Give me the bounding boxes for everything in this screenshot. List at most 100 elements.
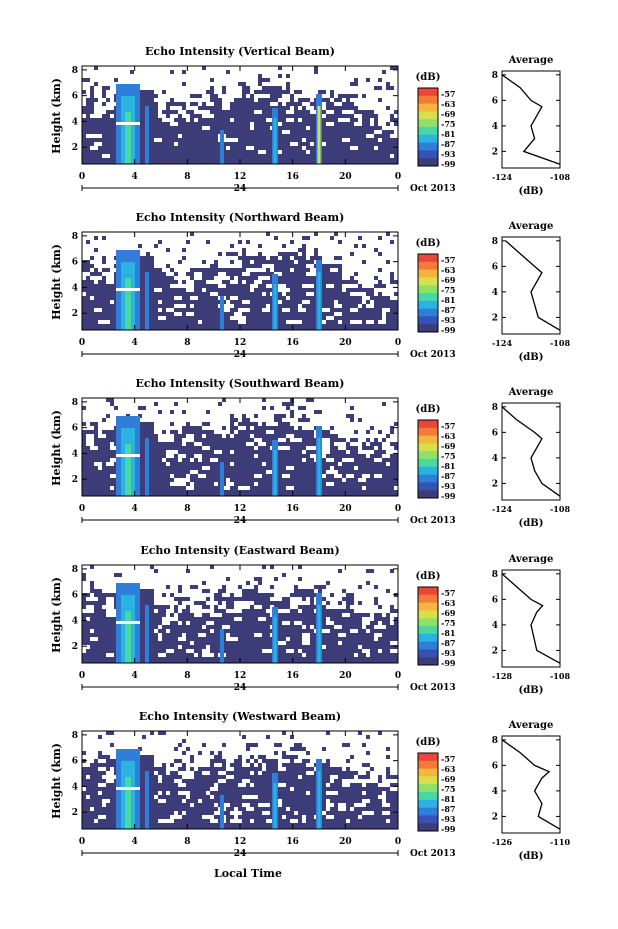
clear-air-cell bbox=[362, 402, 370, 406]
clear-air-cell bbox=[354, 653, 358, 657]
clear-air-cell bbox=[230, 755, 238, 759]
colorbar-frame bbox=[417, 419, 439, 499]
clear-air-cell bbox=[198, 605, 202, 609]
clear-air-cell bbox=[314, 418, 322, 422]
clear-air-cell bbox=[170, 815, 174, 819]
clear-air-cell bbox=[294, 402, 298, 406]
profile-line bbox=[501, 74, 561, 165]
clear-air-cell bbox=[170, 743, 178, 747]
clear-air-cell bbox=[254, 248, 258, 252]
clear-air-cell bbox=[198, 86, 202, 90]
clear-air-cell bbox=[246, 232, 250, 236]
month-label: Oct 2013 bbox=[410, 683, 456, 693]
clear-air-cell bbox=[174, 422, 182, 426]
clear-air-cell bbox=[326, 232, 330, 236]
clear-air-cell bbox=[90, 751, 94, 755]
clear-air-cell bbox=[358, 256, 362, 260]
clear-air-cell bbox=[158, 819, 166, 823]
clear-air-cell bbox=[102, 735, 106, 739]
clear-air-cell bbox=[394, 434, 398, 438]
clear-air-cell bbox=[170, 284, 174, 288]
clear-air-cell bbox=[186, 288, 194, 292]
clear-air-cell bbox=[142, 739, 146, 743]
colorbar-tick-label: -69 bbox=[441, 109, 456, 119]
clear-air-cell bbox=[326, 252, 330, 256]
clear-air-cell bbox=[306, 791, 310, 795]
clear-air-cell bbox=[338, 66, 342, 70]
clear-air-cell bbox=[346, 434, 350, 438]
clear-air-cell bbox=[202, 94, 210, 98]
clear-air-cell bbox=[286, 78, 290, 82]
colorbar-swatch bbox=[418, 269, 438, 278]
profile-y-tick-label: 8 bbox=[492, 736, 498, 746]
clear-air-cell bbox=[262, 577, 266, 581]
clear-air-cell bbox=[170, 66, 174, 70]
clear-air-cell bbox=[362, 98, 366, 102]
clear-air-cell bbox=[106, 779, 114, 783]
clear-air-cell bbox=[154, 98, 158, 102]
colorbar-tick-label: -63 bbox=[441, 99, 456, 109]
echo-plume bbox=[220, 795, 224, 829]
x-tick-label: 4 bbox=[132, 338, 138, 348]
clear-air-cell bbox=[110, 446, 118, 450]
clear-air-cell bbox=[270, 268, 274, 272]
clear-air-cell bbox=[254, 763, 258, 767]
clear-air-cell bbox=[370, 74, 374, 78]
clear-air-cell bbox=[170, 118, 174, 122]
clear-air-cell bbox=[338, 743, 342, 747]
clear-air-cell bbox=[194, 276, 202, 280]
clear-air-cell bbox=[194, 398, 198, 402]
clear-air-cell bbox=[250, 398, 254, 402]
colorbar-unit: (dB) bbox=[416, 72, 441, 83]
clear-air-cell bbox=[110, 585, 114, 589]
clear-air-cell bbox=[322, 142, 326, 146]
clear-air-cell bbox=[366, 94, 370, 98]
clear-air-cell bbox=[262, 94, 270, 98]
clear-air-cell bbox=[114, 402, 118, 406]
clear-air-cell bbox=[390, 589, 394, 593]
echo-plume bbox=[145, 106, 149, 164]
colorbar-tick-label: -81 bbox=[441, 129, 455, 139]
clear-air-cell bbox=[90, 252, 94, 256]
clear-air-cell bbox=[278, 799, 282, 803]
clear-air-cell bbox=[174, 613, 178, 617]
clear-air-cell bbox=[202, 98, 210, 102]
clear-air-cell bbox=[214, 90, 222, 94]
clear-air-cell bbox=[310, 569, 314, 573]
clear-air-cell bbox=[182, 735, 190, 739]
clear-air-cell bbox=[366, 442, 370, 446]
clear-air-cell bbox=[366, 422, 370, 426]
clear-air-cell bbox=[226, 739, 230, 743]
clear-air-cell bbox=[318, 739, 322, 743]
clear-air-cell bbox=[374, 280, 378, 284]
clear-air-cell bbox=[274, 398, 278, 402]
clear-air-cell bbox=[98, 430, 102, 434]
clear-air-cell bbox=[338, 260, 342, 264]
clear-air-cell bbox=[266, 819, 274, 823]
clear-air-cell bbox=[110, 486, 114, 490]
clear-air-cell bbox=[390, 256, 394, 260]
clear-air-cell bbox=[150, 585, 154, 589]
colorbar-swatch bbox=[418, 158, 438, 167]
clear-air-cell bbox=[190, 641, 194, 645]
clear-air-cell bbox=[106, 78, 110, 82]
clear-air-cell bbox=[346, 577, 350, 581]
clear-air-cell bbox=[154, 609, 158, 613]
clear-air-cell bbox=[186, 593, 194, 597]
clear-air-cell bbox=[98, 581, 106, 585]
clear-air-cell bbox=[182, 260, 186, 264]
clear-air-cell bbox=[250, 74, 254, 78]
clear-air-cell bbox=[230, 747, 238, 751]
clear-air-cell bbox=[338, 633, 346, 637]
clear-air-cell bbox=[358, 304, 362, 308]
clear-air-cell bbox=[234, 78, 238, 82]
clear-air-cell bbox=[198, 406, 202, 410]
clear-air-cell bbox=[330, 430, 334, 434]
clear-air-cell bbox=[126, 232, 130, 236]
colorbar-swatch bbox=[418, 587, 438, 596]
clear-air-cell bbox=[210, 292, 218, 296]
clear-air-cell bbox=[386, 66, 390, 70]
clear-air-cell bbox=[186, 771, 194, 775]
clear-air-cell bbox=[86, 252, 90, 256]
colorbar-tick-label: -69 bbox=[441, 275, 456, 285]
